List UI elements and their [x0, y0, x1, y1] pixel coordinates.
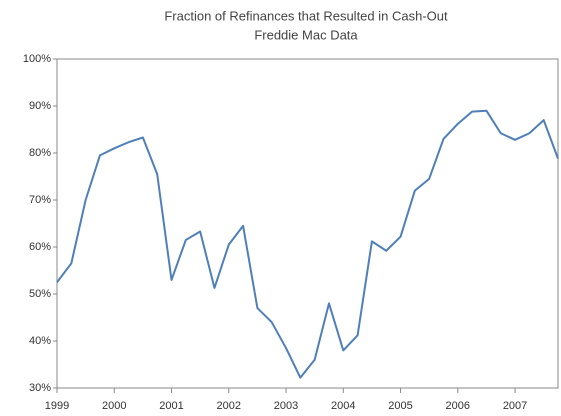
chart-title: Fraction of Refinances that Resulted in …: [164, 8, 448, 23]
plot-frame: [56, 58, 559, 389]
data-line: [56, 109, 559, 379]
y-tick-label: 60%: [29, 241, 51, 253]
x-tick-label: 2003: [274, 400, 298, 412]
y-tick-label: 50%: [29, 288, 51, 300]
chart-subtitle: Freddie Mac Data: [254, 27, 358, 42]
y-tick-label: 90%: [29, 100, 51, 112]
y-tick-label: 100%: [23, 53, 51, 65]
x-tick-label: 2005: [388, 400, 412, 412]
y-tick-label: 70%: [29, 194, 51, 206]
x-tick-label: 2001: [159, 400, 183, 412]
x-tick-label: 1999: [45, 400, 69, 412]
x-tick-label: 2002: [217, 400, 241, 412]
y-tick-label: 80%: [29, 147, 51, 159]
x-tick-label: 2007: [503, 400, 527, 412]
x-tick-label: 2000: [102, 400, 126, 412]
x-tick-label: 2006: [446, 400, 470, 412]
y-tick-label: 40%: [29, 335, 51, 347]
y-tick-label: 30%: [29, 382, 51, 394]
x-tick-label: 2004: [331, 400, 355, 412]
